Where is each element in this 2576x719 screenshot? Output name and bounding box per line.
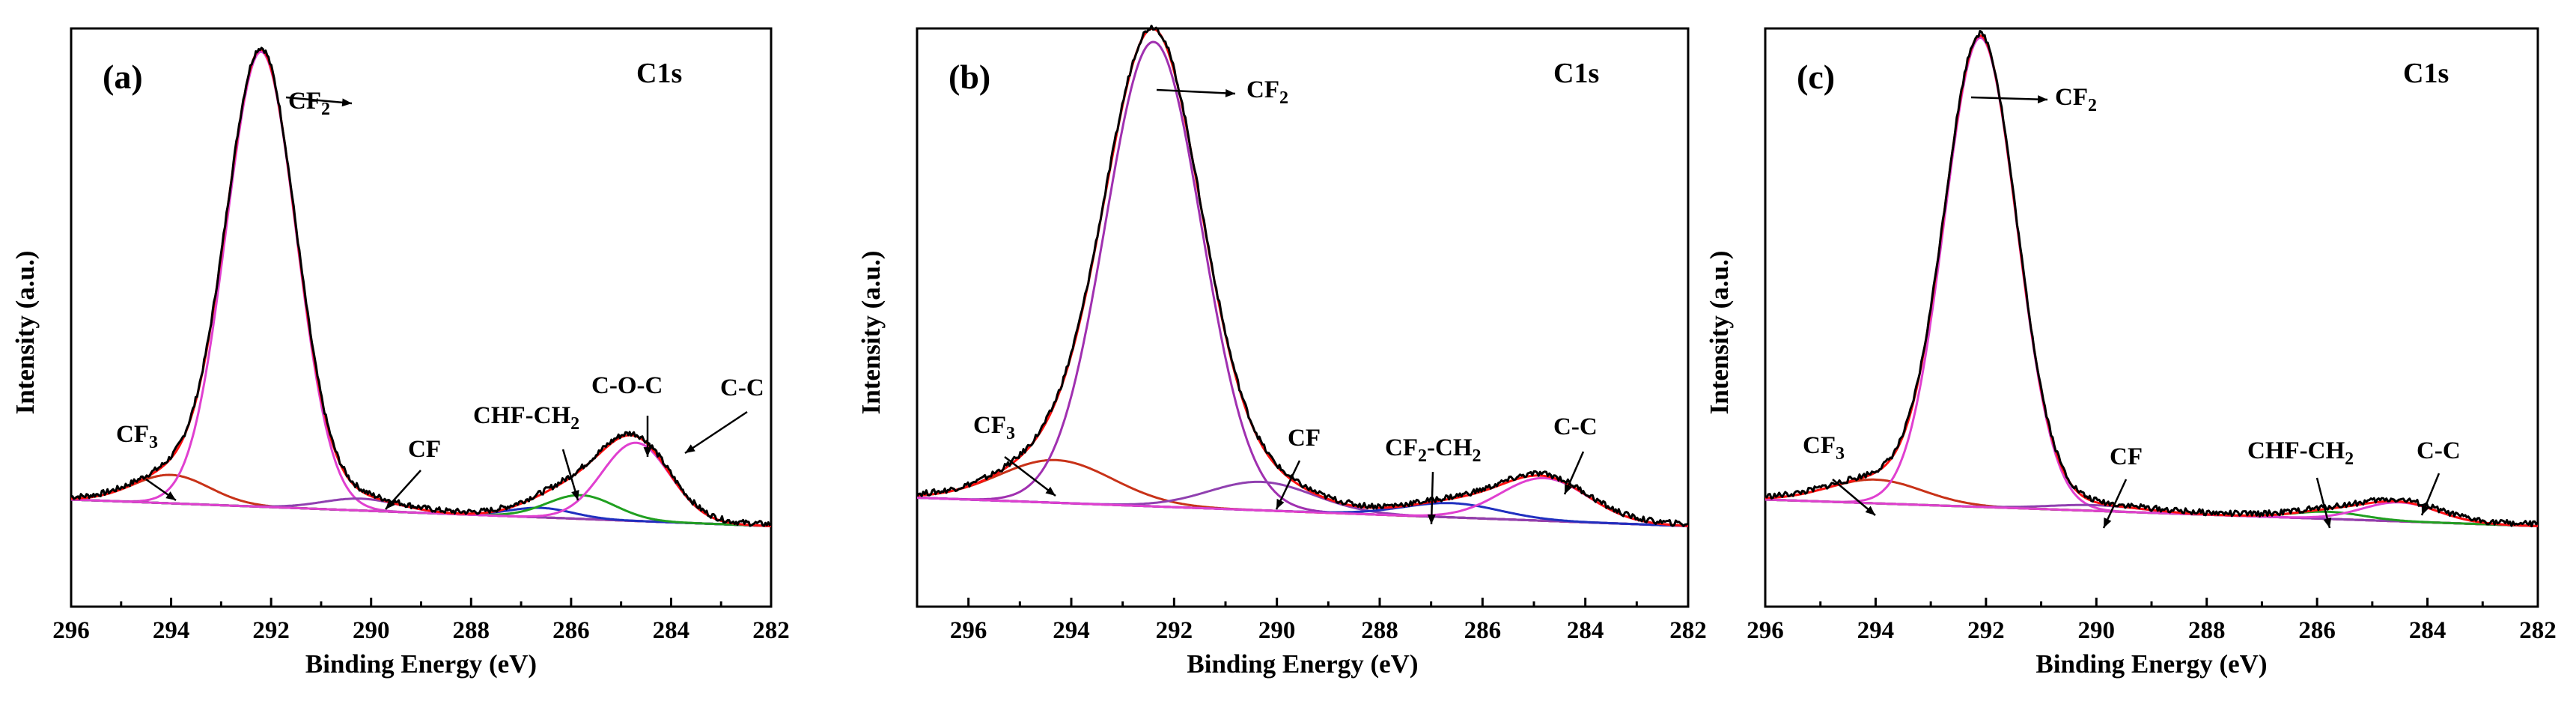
x-tick-label: 284: [1567, 617, 1604, 644]
arrow-head: [165, 491, 176, 500]
arrow-head: [386, 499, 395, 509]
peak-label-cf: CF: [2110, 443, 2143, 470]
region-label: C1s: [2403, 58, 2449, 89]
peak-label-cf2: CF2: [2055, 84, 2097, 115]
x-tick-label: 292: [1967, 617, 2005, 644]
arrow-head: [1865, 506, 1875, 515]
peak-label-c-o-c: C-O-C: [591, 372, 663, 399]
arrow-head: [2323, 518, 2332, 528]
peak-label-chf-ch2: CHF-CH2: [2247, 437, 2354, 469]
peak-line-cf3: [70, 473, 771, 527]
peak-line-c-c: [70, 441, 772, 527]
x-tick-label: 282: [752, 617, 790, 644]
arrow-head: [1276, 499, 1285, 509]
arrow-head: [1565, 484, 1573, 494]
panel-letter: (c): [1797, 58, 1835, 96]
arrow-head: [1427, 514, 1436, 524]
arrow-head: [643, 447, 652, 457]
peak-line-cf2: [917, 40, 1688, 527]
arrow-head: [2104, 518, 2112, 528]
x-axis-title: Binding Energy (eV): [305, 649, 537, 679]
raw-data-line: [1764, 29, 2539, 528]
arrow-head: [2037, 95, 2047, 104]
panel-letter: (b): [949, 58, 990, 96]
x-tick-label: 286: [552, 617, 590, 644]
raw-data-line: [916, 24, 1689, 527]
x-tick-label: 294: [1857, 617, 1895, 644]
chart-panel-3: 296 294 292 290 288 286 284 282 Binding Energy (…: [1705, 27, 2557, 679]
peak-label-cf2: CF2: [1246, 76, 1288, 108]
x-tick-label: 292: [1156, 617, 1193, 644]
y-axis-title: Intensity (a.u.): [856, 251, 886, 415]
x-tick-label: 282: [1669, 617, 1707, 644]
x-tick-label: 294: [153, 617, 190, 644]
region-label: C1s: [1553, 58, 1599, 89]
arrow-head: [2421, 505, 2429, 515]
x-tick-label: 290: [353, 617, 390, 644]
x-tick-label: 288: [1361, 617, 1398, 644]
chart-panel-1: 296 294 292 290 288 286 284 282 Binding Energy (…: [10, 27, 790, 679]
peak-label-c-c: C-C: [720, 374, 764, 401]
peak-label-chf-ch2: CHF-CH2: [473, 402, 579, 434]
x-tick-label: 296: [1747, 617, 1784, 644]
x-tick-label: 296: [950, 617, 987, 644]
x-tick-label: 284: [2409, 617, 2446, 644]
y-axis-title: Intensity (a.u.): [1705, 251, 1734, 415]
arrow-head: [571, 490, 579, 500]
peak-label-c-c: C-C: [2417, 437, 2461, 464]
x-tick-label: 284: [653, 617, 690, 644]
arrow-head: [341, 98, 352, 107]
x-tick-label: 290: [1258, 617, 1296, 644]
annotation-arrow: [684, 410, 748, 455]
x-tick-label: 290: [2078, 617, 2116, 644]
x-tick-label: 288: [2188, 617, 2226, 644]
peak-label-cf2: CF2: [288, 88, 330, 119]
region-label: C1s: [636, 58, 682, 89]
x-tick-label: 292: [252, 617, 290, 644]
annotation-arrow: [1970, 96, 2048, 101]
peak-label-cf3: CF3: [973, 412, 1015, 443]
raw-data-line: [70, 46, 772, 527]
peak-label-cf: CF: [408, 436, 441, 463]
peak-label-cf2-ch2: CF2-CH2: [1385, 434, 1482, 466]
peak-line-cf3: [916, 458, 1688, 527]
peak-label-cf3: CF3: [1803, 432, 1845, 464]
peak-label-cf: CF: [1288, 425, 1321, 452]
peak-label-c-c: C-C: [1553, 413, 1598, 440]
x-tick-label: 286: [1464, 617, 1502, 644]
annotation-arrow: [1004, 456, 1056, 497]
x-axis-title: Binding Energy (eV): [1187, 649, 1418, 679]
arrow-head: [1045, 486, 1056, 496]
chart-panel-2: 296 294 292 290 288 286 284 282 Binding Energy (…: [856, 24, 1707, 679]
x-tick-label: 282: [2519, 617, 2557, 644]
x-axis-title: Binding Energy (eV): [2035, 649, 2267, 679]
peak-label-cf3: CF3: [116, 421, 158, 452]
x-tick-label: 294: [1053, 617, 1090, 644]
x-tick-label: 288: [453, 617, 490, 644]
plot-frame: [1764, 27, 2539, 608]
plot-frame: [916, 27, 1690, 608]
y-axis-title: Intensity (a.u.): [10, 251, 40, 415]
annotation-arrow: [285, 96, 353, 105]
arrow-head: [1225, 88, 1235, 97]
panel-letter: (a): [103, 58, 143, 96]
x-tick-label: 286: [2298, 617, 2336, 644]
arrow-head: [685, 444, 695, 453]
x-tick-label: 296: [52, 617, 90, 644]
annotation-arrow: [1156, 88, 1236, 95]
